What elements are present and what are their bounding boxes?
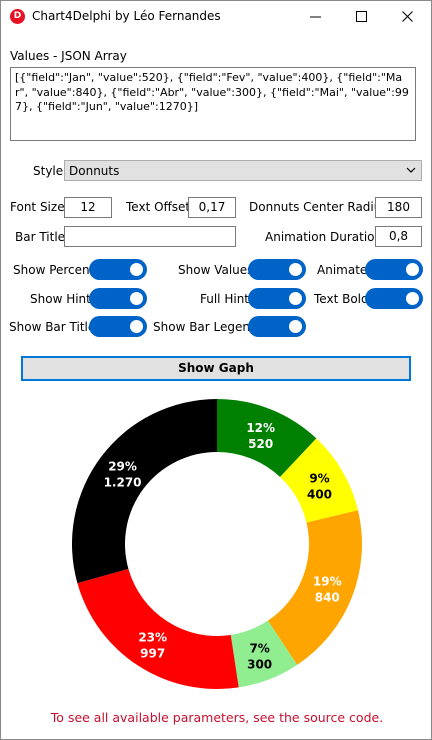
slice-percent-label: 9%: [309, 472, 329, 486]
window-title: Chart4Delphi by Léo Fernandes: [32, 9, 221, 23]
slice-percent-label: 7%: [249, 642, 269, 656]
slice-value-label: 400: [307, 488, 332, 502]
show-hint-label: Show Hint: [30, 292, 91, 306]
font-size-input[interactable]: 12: [64, 197, 112, 218]
donut-slice-mai[interactable]: [77, 568, 239, 689]
full-hint-label: Full Hint: [200, 292, 250, 306]
slice-value-label: 997: [140, 647, 165, 661]
donut-slice-jan[interactable]: [217, 399, 317, 478]
show-hint-toggle[interactable]: [89, 288, 147, 309]
full-hint-toggle[interactable]: [248, 288, 306, 309]
minimize-icon: [310, 16, 321, 18]
minimize-button[interactable]: [293, 1, 339, 33]
slice-value-label: 520: [248, 437, 273, 451]
close-button[interactable]: [385, 1, 431, 33]
animate-label: Animate: [317, 263, 368, 277]
font-size-label: Font Size: [10, 200, 65, 214]
style-select[interactable]: Donnuts: [64, 160, 422, 181]
footer-hint: To see all available parameters, see the…: [50, 710, 384, 725]
bar-title-label: Bar Title: [15, 230, 66, 244]
slice-percent-label: 29%: [108, 459, 137, 473]
json-values-textarea[interactable]: [{"field":"Jan", "value":520}, {"field":…: [10, 67, 416, 141]
donut-slice-fev[interactable]: [280, 438, 359, 523]
donut-slice-mar[interactable]: [267, 510, 363, 665]
chevron-down-icon: [406, 167, 416, 173]
center-radius-input[interactable]: 180: [375, 197, 422, 218]
style-select-value: Donnuts: [69, 164, 120, 178]
donut-chart: 12% 520 9% 400 19% 840 7% 300 23% 997 29% 1.270: [72, 399, 363, 689]
animation-duration-input[interactable]: 0,8: [375, 226, 422, 247]
slice-percent-label: 19%: [313, 574, 342, 588]
slice-percent-label: 12%: [246, 421, 275, 435]
values-label: Values - JSON Array: [10, 49, 127, 63]
slice-value-label: 1.270: [104, 475, 142, 489]
animation-duration-label: Animation Duration: [265, 230, 383, 244]
maximize-button[interactable]: [339, 1, 385, 33]
text-offset-input[interactable]: 0,17: [188, 197, 236, 218]
show-values-toggle[interactable]: [248, 259, 306, 280]
show-bar-title-label: Show Bar Title: [9, 320, 96, 334]
style-label: Style: [33, 164, 64, 178]
show-bar-legend-toggle[interactable]: [248, 316, 306, 337]
text-bold-label: Text Bold: [314, 292, 369, 306]
show-values-label: Show Values: [178, 263, 254, 277]
show-bar-title-toggle[interactable]: [89, 316, 147, 337]
donut-slice-abr[interactable]: [230, 620, 298, 688]
animate-toggle[interactable]: [365, 259, 423, 280]
maximize-icon: [356, 11, 367, 22]
show-graph-button[interactable]: Show Gaph: [21, 356, 411, 381]
close-icon: [402, 11, 413, 22]
show-bar-legend-label: Show Bar Legend: [153, 320, 258, 334]
text-bold-toggle[interactable]: [365, 288, 423, 309]
title-bar: D Chart4Delphi by Léo Fernandes: [1, 1, 431, 33]
center-radius-label: Donnuts Center Radius: [249, 200, 388, 214]
donut-slice-jun[interactable]: [72, 399, 217, 584]
text-offset-label: Text Offset: [126, 200, 191, 214]
show-percent-label: Show Percent: [13, 263, 95, 277]
slice-percent-label: 23%: [138, 631, 167, 645]
bar-title-input[interactable]: [64, 226, 236, 247]
slice-value-label: 840: [315, 590, 340, 604]
slice-value-label: 300: [247, 658, 272, 672]
show-percent-toggle[interactable]: [89, 259, 147, 280]
app-logo-icon: D: [10, 9, 25, 24]
